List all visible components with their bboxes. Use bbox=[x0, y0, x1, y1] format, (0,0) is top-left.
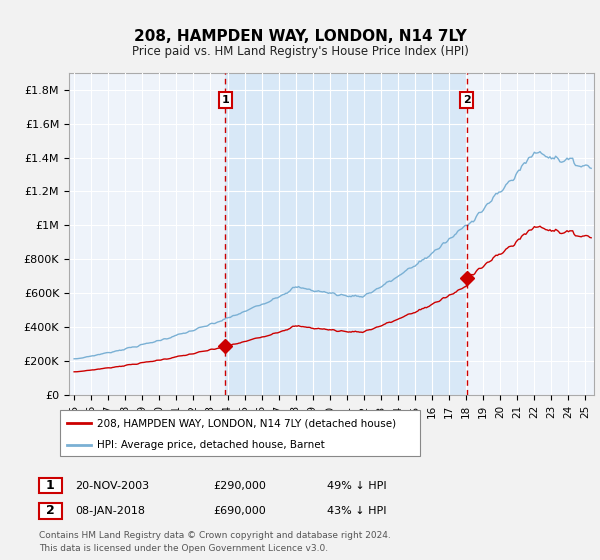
Text: £690,000: £690,000 bbox=[213, 506, 266, 516]
Bar bbox=[226, 73, 467, 395]
Text: Price paid vs. HM Land Registry's House Price Index (HPI): Price paid vs. HM Land Registry's House … bbox=[131, 45, 469, 58]
Text: £290,000: £290,000 bbox=[213, 480, 266, 491]
Text: Contains HM Land Registry data © Crown copyright and database right 2024.
This d: Contains HM Land Registry data © Crown c… bbox=[39, 531, 391, 553]
Text: 1: 1 bbox=[46, 479, 55, 492]
Text: 43% ↓ HPI: 43% ↓ HPI bbox=[327, 506, 386, 516]
Text: 208, HAMPDEN WAY, LONDON, N14 7LY: 208, HAMPDEN WAY, LONDON, N14 7LY bbox=[134, 29, 466, 44]
Text: 20-NOV-2003: 20-NOV-2003 bbox=[75, 480, 149, 491]
Text: 08-JAN-2018: 08-JAN-2018 bbox=[75, 506, 145, 516]
Text: 2: 2 bbox=[463, 95, 471, 105]
Text: 1: 1 bbox=[221, 95, 229, 105]
Text: 49% ↓ HPI: 49% ↓ HPI bbox=[327, 480, 386, 491]
Text: HPI: Average price, detached house, Barnet: HPI: Average price, detached house, Barn… bbox=[97, 440, 325, 450]
Text: 2: 2 bbox=[46, 504, 55, 517]
Text: 208, HAMPDEN WAY, LONDON, N14 7LY (detached house): 208, HAMPDEN WAY, LONDON, N14 7LY (detac… bbox=[97, 418, 397, 428]
